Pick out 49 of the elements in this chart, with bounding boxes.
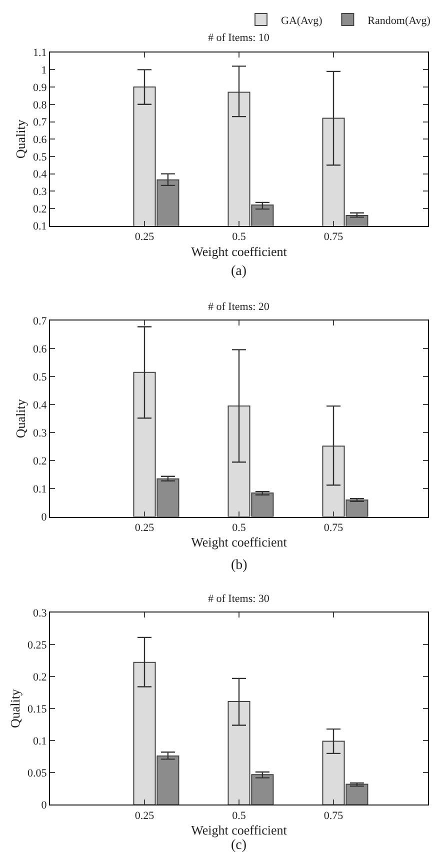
legend-label: Random(Avg) — [368, 14, 431, 27]
y-tick-label: 0.25 — [27, 639, 48, 652]
x-axis-title: Weight coefficient — [191, 822, 288, 838]
text: (a) — [231, 264, 247, 279]
y-tick-label: 0.7 — [32, 315, 48, 328]
text: (b) — [231, 558, 248, 573]
y-tick-label: 1 — [41, 64, 47, 77]
x-tick-label: 0.5 — [232, 522, 246, 534]
y-tick-label: 1.1 — [32, 47, 47, 60]
y-axis-title: Quality — [12, 398, 28, 438]
y-tick-label: 0.1 — [32, 484, 47, 496]
y-tick-label: 0.6 — [32, 134, 48, 146]
y-axis-title: Quality — [12, 119, 28, 159]
y-tick-label: 0.5 — [32, 151, 48, 164]
y-tick-label: 0.8 — [32, 99, 48, 112]
x-tick-label: 0.75 — [324, 810, 344, 822]
y-tick-label: 0.9 — [32, 82, 48, 94]
y-tick-label: 0.2 — [32, 671, 47, 684]
x-tick-label: 0.5 — [232, 231, 246, 244]
y-tick-label: 0.3 — [32, 186, 48, 198]
y-tick-label: 0.2 — [32, 456, 47, 468]
y-tick-label: 0.2 — [32, 203, 47, 216]
chart-title: # of Items: 20 — [208, 301, 270, 313]
y-tick-label: 0 — [41, 512, 48, 524]
y-tick-label: 0.15 — [27, 703, 48, 716]
y-tick-label: 0 — [41, 800, 48, 812]
y-tick-label: 0.1 — [32, 735, 47, 748]
y-tick-label: 0.1 — [32, 220, 47, 233]
y-tick-label: 0.05 — [27, 768, 48, 780]
y-tick-label: 0.7 — [32, 116, 48, 129]
chart-title: # of Items: 30 — [208, 593, 270, 605]
y-axis-title: Quality — [7, 688, 22, 728]
y-tick-label: 0.5 — [32, 371, 48, 384]
text: (c) — [231, 838, 247, 853]
x-tick-label: 0.25 — [134, 231, 155, 244]
x-tick-label: 0.75 — [324, 231, 344, 244]
y-tick-label: 0.4 — [32, 399, 48, 412]
x-tick-label: 0.75 — [324, 522, 344, 534]
legend-label: GA(Avg) — [281, 14, 323, 27]
chart-title: # of Items: 10 — [208, 32, 270, 44]
x-axis-title: Weight coefficient — [191, 244, 288, 259]
y-tick-label: 0.6 — [32, 343, 48, 356]
x-tick-label: 0.25 — [134, 810, 155, 822]
y-tick-label: 0.3 — [32, 428, 48, 440]
y-tick-label: 0.4 — [32, 168, 48, 181]
x-axis-title: Weight coefficient — [191, 534, 288, 550]
x-tick-label: 0.5 — [232, 810, 246, 822]
x-tick-label: 0.25 — [134, 522, 155, 534]
y-tick-label: 0.3 — [32, 607, 48, 620]
